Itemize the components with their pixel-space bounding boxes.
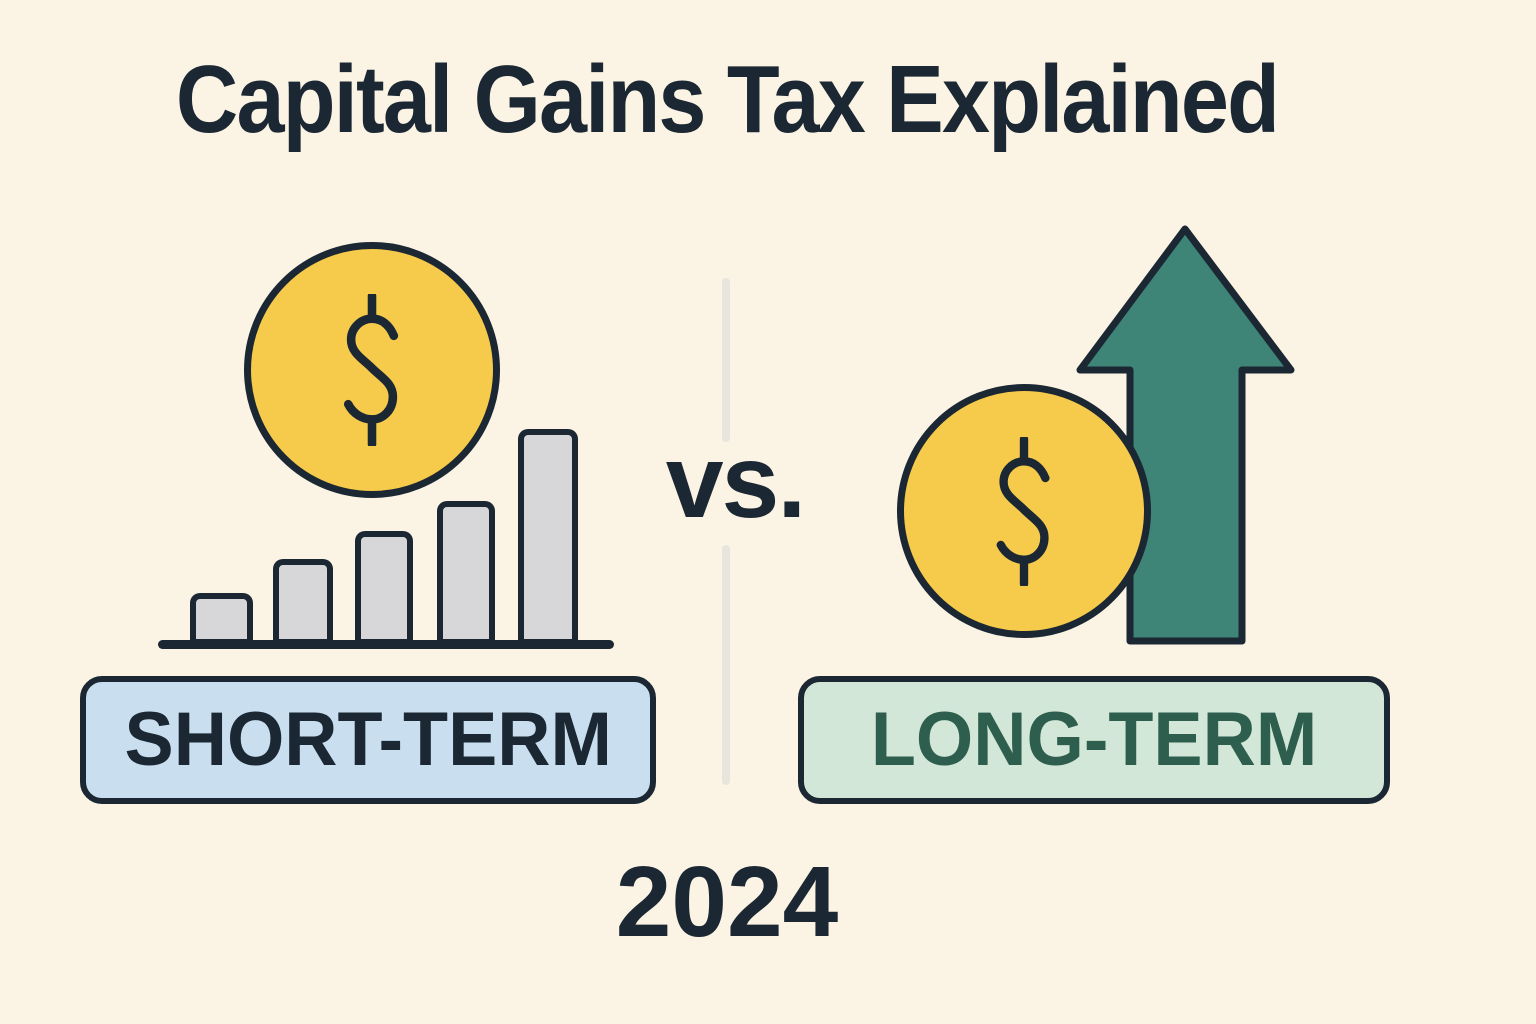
dollar-sign-icon (996, 436, 1050, 586)
chart-bar (190, 593, 253, 645)
vs-label: vs. (665, 424, 807, 540)
long-term-badge: LONG-TERM (798, 676, 1390, 804)
dollar-sign-icon (343, 294, 399, 446)
year-label: 2024 (615, 846, 839, 958)
page-title: Capital Gains Tax Explained (175, 46, 1280, 153)
long-term-label: LONG-TERM (870, 697, 1318, 782)
divider-line-top (722, 278, 730, 442)
dollar-coin-icon (897, 384, 1151, 638)
short-term-badge: SHORT-TERM (80, 676, 656, 804)
divider-line-bottom (722, 545, 730, 785)
chart-bar (273, 559, 333, 645)
chart-bar (518, 429, 578, 645)
chart-bar (437, 501, 495, 645)
chart-bar (355, 531, 413, 645)
short-term-label: SHORT-TERM (124, 697, 612, 782)
dollar-coin-icon (244, 242, 500, 498)
rising-bar-chart-icon (158, 422, 614, 649)
